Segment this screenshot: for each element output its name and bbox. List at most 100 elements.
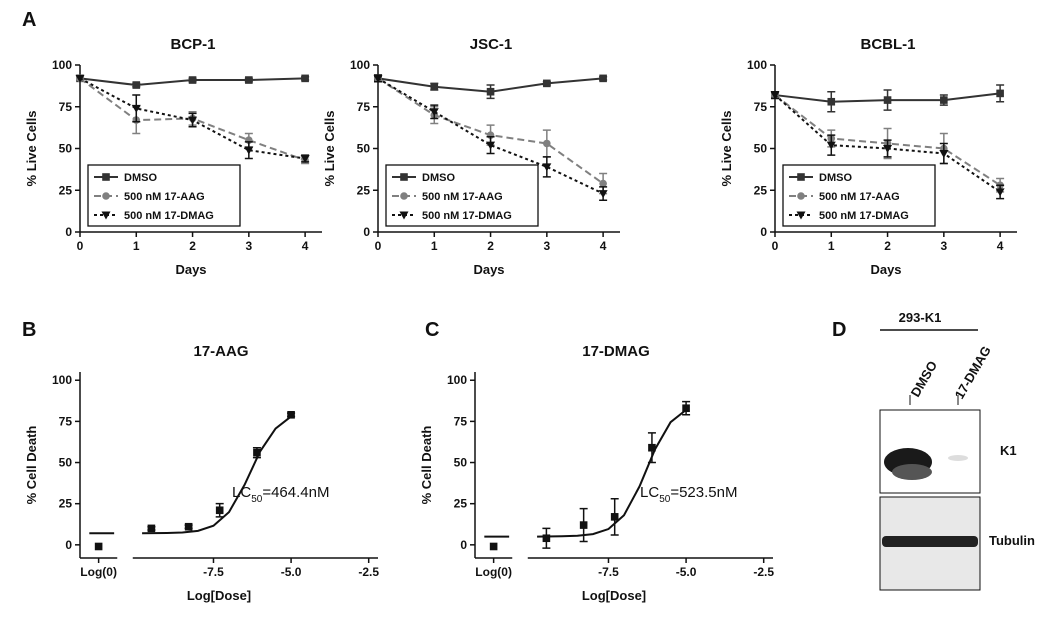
chart-title: BCBL-1: [861, 36, 916, 53]
band: [948, 455, 968, 461]
x-tick-label: -2.5: [753, 565, 774, 579]
marker: [542, 534, 551, 543]
band: [892, 464, 932, 480]
band-label: K1: [1000, 443, 1017, 458]
cell-line: 293-K1: [899, 310, 942, 325]
marker: [75, 74, 85, 83]
chart-title: BCP-1: [170, 36, 215, 53]
y-tick-label: 100: [747, 58, 767, 72]
series-line: [774, 94, 1001, 193]
y-tick-label: 75: [454, 414, 468, 428]
marker: [188, 116, 198, 125]
annotation-text: LC: [232, 484, 251, 501]
marker: [827, 97, 836, 106]
x-tick-label: -2.5: [358, 565, 379, 579]
marker: [147, 524, 156, 533]
annotation-text: LC: [640, 484, 659, 501]
fit-curve: [89, 415, 292, 535]
y-tick-label: 25: [59, 497, 73, 511]
x-tick-label: 4: [302, 239, 309, 253]
x-tick-label: 3: [940, 239, 947, 253]
annotation: LC50=523.5nM: [640, 484, 737, 505]
annotation-sub: 50: [251, 494, 263, 505]
marker: [400, 192, 408, 200]
marker: [610, 513, 619, 521]
marker: [940, 96, 948, 104]
x-tick-label: -7.5: [203, 565, 224, 579]
marker: [102, 192, 110, 200]
y-axis-label: % Live Cells: [719, 111, 734, 187]
band-label: Tubulin: [989, 533, 1035, 548]
marker: [995, 188, 1005, 197]
marker: [373, 74, 383, 83]
marker: [682, 404, 690, 413]
fit-curve: [484, 409, 687, 538]
marker: [184, 522, 193, 531]
x-tick-label: 0: [375, 239, 382, 253]
lane-label: 17-DMAG: [952, 343, 994, 401]
x-axis-label: Log[Dose]: [187, 588, 251, 603]
marker: [599, 74, 607, 83]
chart-title: 17-DMAG: [582, 343, 650, 360]
marker: [486, 87, 495, 96]
y-tick-label: 50: [754, 142, 768, 156]
marker: [489, 542, 498, 551]
x-tick-label: 2: [487, 239, 494, 253]
y-tick-label: 75: [357, 100, 371, 114]
marker: [883, 145, 893, 153]
legend-label: 500 nM 17-AAG: [422, 191, 503, 203]
x-tick-label: -5.0: [676, 565, 697, 579]
legend-label: DMSO: [422, 172, 455, 184]
x-tick-label: 4: [600, 239, 607, 253]
y-tick-label: 25: [357, 183, 371, 197]
x-tick-label: 3: [245, 239, 252, 253]
legend-label: 500 nM 17-AAG: [124, 191, 205, 203]
panel-label: B: [22, 319, 36, 341]
series-line: [377, 77, 604, 195]
x-axis-label: Days: [870, 262, 901, 277]
marker: [598, 190, 608, 199]
x-tick-label: 4: [997, 239, 1004, 253]
marker: [797, 192, 805, 200]
legend-label: 500 nM 17-AAG: [819, 191, 900, 203]
x-tick-label: 2: [884, 239, 891, 253]
marker: [996, 89, 1004, 98]
x-tick-label: 0: [77, 239, 84, 253]
marker: [770, 91, 780, 100]
x-tick-label: 1: [133, 239, 140, 253]
x-tick-label: -5.0: [281, 565, 302, 579]
marker: [429, 108, 439, 117]
x-tick-label: 1: [828, 239, 835, 253]
marker: [132, 81, 141, 89]
panel-label: C: [425, 319, 439, 341]
panel-label: A: [22, 9, 36, 31]
annotation: LC50=464.4nM: [232, 484, 329, 505]
marker: [188, 76, 197, 84]
marker: [301, 74, 309, 83]
marker: [797, 173, 805, 181]
y-tick-label: 0: [760, 225, 767, 239]
marker: [131, 104, 141, 113]
y-tick-label: 0: [460, 538, 467, 552]
y-tick-label: 100: [52, 373, 72, 387]
marker: [826, 141, 836, 150]
marker: [399, 211, 409, 220]
marker: [94, 542, 103, 551]
marker: [287, 410, 295, 419]
marker: [939, 150, 949, 159]
marker: [796, 211, 806, 220]
marker: [543, 139, 551, 148]
marker: [543, 79, 551, 88]
chart-title: JSC-1: [470, 36, 513, 53]
annotation-rest: =464.4nM: [262, 484, 329, 501]
x-axis-label: Log[Dose]: [582, 588, 646, 603]
y-tick-label: 100: [447, 373, 467, 387]
x-tick-label: 0: [772, 239, 779, 253]
blot-panel: D 293-K1 DMSO 17-DMAG K1 Tubulin: [832, 310, 1035, 591]
marker: [430, 82, 439, 91]
marker: [883, 96, 892, 104]
marker: [579, 521, 588, 529]
band: [882, 536, 978, 547]
marker: [542, 163, 552, 172]
y-tick-label: 75: [59, 100, 73, 114]
